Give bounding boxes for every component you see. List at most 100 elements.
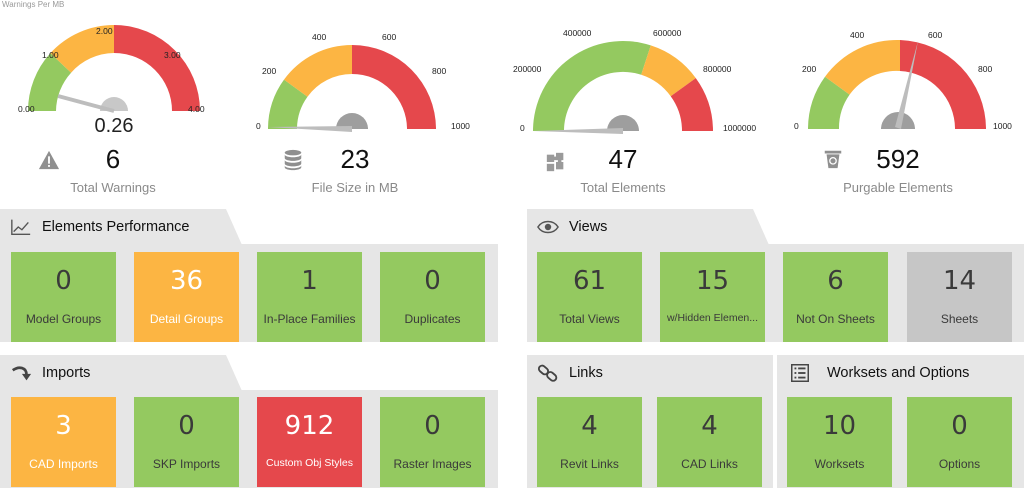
tile-label: Worksets xyxy=(814,457,865,471)
stat-value: 6 xyxy=(105,144,121,174)
gauge-purgable-svg: 0 200 400 600 800 1000 xyxy=(794,30,1012,131)
tile-in-place-families[interactable]: 1 In-Place Families xyxy=(257,252,362,342)
tile-worksets[interactable]: 10 Worksets xyxy=(787,397,892,487)
panel-tab xyxy=(777,355,1024,391)
tile-value: 36 xyxy=(169,266,204,296)
gauge-file-size-svg: 0 200 400 600 800 1000 xyxy=(256,32,470,132)
stat-value: 47 xyxy=(608,144,638,174)
tile-label: In-Place Families xyxy=(263,312,356,326)
tile-value: 14 xyxy=(942,266,977,296)
tile-label: Options xyxy=(938,457,981,471)
stat-label: Total Elements xyxy=(580,180,666,195)
panel-tab xyxy=(0,209,242,245)
panel-views: Views 61 Total Views 15 w/Hidden Elemen.… xyxy=(527,209,1024,342)
gauge-tick: 0 xyxy=(794,121,799,131)
tile-label: Custom Obj Styles xyxy=(266,457,353,469)
tile-value: 4 xyxy=(701,411,718,441)
tile-not-on-sheets[interactable]: 6 Not On Sheets xyxy=(783,252,888,342)
tile-value: 61 xyxy=(572,266,607,296)
curved-arrow-icon xyxy=(11,366,32,381)
gauge-tick: 1000000 xyxy=(723,123,756,133)
stat-label: File Size in MB xyxy=(311,180,399,195)
gauge-total-elements-svg: 0 200000 400000 600000 800000 1000000 xyxy=(513,28,756,134)
tile-label: CAD Imports xyxy=(29,457,98,471)
tile-revit-links[interactable]: 4 Revit Links xyxy=(537,397,642,487)
tile-custom-obj-styles[interactable]: 912 Custom Obj Styles xyxy=(257,397,362,487)
tile-label: Revit Links xyxy=(560,457,619,471)
stat-value: 23 xyxy=(340,144,370,174)
gauge-tick: 0.00 xyxy=(18,104,35,114)
gauge-tick: 3.00 xyxy=(164,50,181,60)
stat-file-size: 23 File Size in MB xyxy=(240,140,490,200)
trend-chart-icon xyxy=(11,219,31,236)
tile-value: 6 xyxy=(827,266,844,296)
panel-tab xyxy=(527,209,769,245)
gauge-warnings-svg: 0.00 1.00 2.00 3.00 4.00 xyxy=(18,24,205,114)
tile-value: 912 xyxy=(284,411,335,441)
panel-tab xyxy=(527,355,773,391)
panel-imports: Imports 3 CAD Imports 0 SKP Imports 912 … xyxy=(0,355,498,488)
panel-links: Links 4 Revit Links 4 CAD Links xyxy=(527,355,773,488)
gauge-purgable-elements: 0 200 400 600 800 1000 xyxy=(780,0,1024,140)
stat-label: Total Warnings xyxy=(70,180,156,195)
panel-worksets-options: Worksets and Options 10 Worksets 0 Optio… xyxy=(777,355,1024,488)
gauge-file-size: 0 200 400 600 800 1000 xyxy=(240,0,490,140)
gauge-tick: 600000 xyxy=(653,28,682,38)
chain-link-icon xyxy=(537,364,558,382)
tile-value: 0 xyxy=(951,411,968,441)
tile-cad-imports[interactable]: 3 CAD Imports xyxy=(11,397,116,487)
panel-title: Elements Performance xyxy=(42,219,190,235)
tile-value: 4 xyxy=(581,411,598,441)
tile-detail-groups[interactable]: 36 Detail Groups xyxy=(134,252,239,342)
tile-value: 1 xyxy=(301,266,318,296)
gauge-tick: 600 xyxy=(382,32,396,42)
tile-label: CAD Links xyxy=(681,457,738,471)
gauge-tick: 400 xyxy=(850,30,864,40)
panel-title: Views xyxy=(569,219,608,235)
gauge-total-elements: 0 200000 400000 600000 800000 1000000 xyxy=(505,0,765,140)
stat-label: Purgable Elements xyxy=(843,180,953,195)
page-caption: Warnings Per MB xyxy=(2,0,65,9)
panel-elements-performance: Elements Performance 0 Model Groups 36 D… xyxy=(0,209,498,342)
panel-title: Worksets and Options xyxy=(827,365,970,381)
gauge-tick: 400000 xyxy=(563,28,592,38)
database-icon xyxy=(284,149,302,171)
tile-options[interactable]: 0 Options xyxy=(907,397,1012,487)
tile-cad-links[interactable]: 4 CAD Links xyxy=(657,397,762,487)
gauge-tick: 200000 xyxy=(513,64,542,74)
tile-model-groups[interactable]: 0 Model Groups xyxy=(11,252,116,342)
stat-total-warnings: 6 Total Warnings xyxy=(0,140,230,200)
stat-value: 592 xyxy=(876,144,920,174)
tile-label: Sheets xyxy=(940,312,979,326)
tile-raster-images[interactable]: 0 Raster Images xyxy=(380,397,485,487)
gauge-tick: 1000 xyxy=(993,121,1012,131)
stat-total-elements: 47 Total Elements xyxy=(505,140,765,200)
tile-value: 10 xyxy=(822,411,857,441)
tile-label: Model Groups xyxy=(25,312,102,326)
gauge-tick: 0 xyxy=(520,123,525,133)
gauge-value: 0.26 xyxy=(94,115,134,137)
gauge-tick: 200 xyxy=(802,64,816,74)
tile-label: w/Hidden Elemen... xyxy=(666,312,759,324)
tile-label: Not On Sheets xyxy=(796,312,875,326)
tile-total-views[interactable]: 61 Total Views xyxy=(537,252,642,342)
panel-title: Links xyxy=(569,365,603,381)
gauge-tick: 1.00 xyxy=(42,50,59,60)
panel-tab xyxy=(0,355,242,391)
gauge-tick: 200 xyxy=(262,66,276,76)
tile-hidden-elements[interactable]: 15 w/Hidden Elemen... xyxy=(660,252,765,342)
tile-sheets[interactable]: 14 Sheets xyxy=(907,252,1012,342)
tile-label: Raster Images xyxy=(393,457,472,471)
tile-skp-imports[interactable]: 0 SKP Imports xyxy=(134,397,239,487)
tile-value: 0 xyxy=(424,411,441,441)
gauge-tick: 1000 xyxy=(451,121,470,131)
tile-label: Detail Groups xyxy=(149,312,224,326)
tile-label: Duplicates xyxy=(404,312,461,326)
eye-icon xyxy=(537,220,559,234)
puzzle-icon xyxy=(546,152,564,172)
gauge-tick: 800 xyxy=(432,66,446,76)
tile-duplicates[interactable]: 0 Duplicates xyxy=(380,252,485,342)
tile-value: 3 xyxy=(55,411,72,441)
gauge-tick: 2.00 xyxy=(96,26,113,36)
gauge-tick: 800000 xyxy=(703,64,732,74)
